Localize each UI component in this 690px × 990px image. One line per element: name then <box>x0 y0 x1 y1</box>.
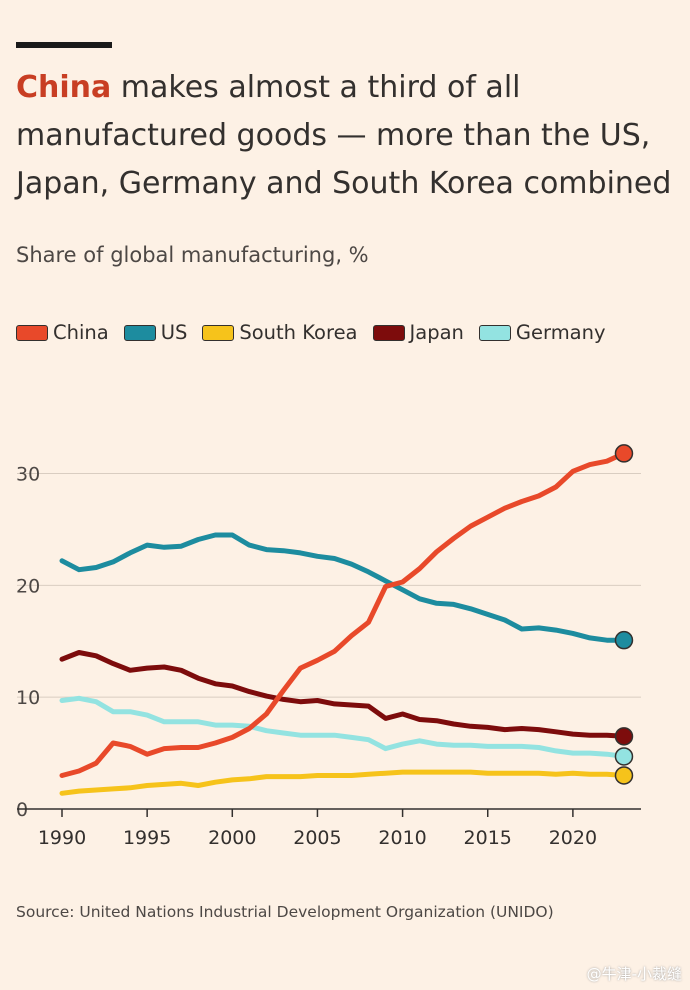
chart-legend: China US South Korea Japan Germany <box>16 321 621 344</box>
x-tick-label: 1995 <box>123 827 171 849</box>
x-tick-label: 2000 <box>208 827 256 849</box>
title-highlight: China <box>16 70 112 105</box>
end-marker-us <box>614 630 634 650</box>
series-line-japan <box>59 650 627 739</box>
y-tick-label: 20 <box>16 575 40 597</box>
chart-subtitle: Share of global manufacturing, % <box>16 243 369 267</box>
title-rest: makes almost a third of all manufactured… <box>16 70 672 201</box>
x-tick-label: 2020 <box>549 827 597 849</box>
x-tick-label: 1990 <box>38 827 86 849</box>
top-accent-bar <box>16 42 112 48</box>
x-tick-label: 2005 <box>293 827 341 849</box>
x-tick-label: 2015 <box>464 827 512 849</box>
legend-label: China <box>53 321 109 344</box>
x-tick-label: 2010 <box>378 827 426 849</box>
series-line-south-korea <box>59 769 627 796</box>
end-marker-china <box>614 444 634 463</box>
y-tick-label: 10 <box>16 687 40 709</box>
legend-label: Germany <box>515 321 606 344</box>
end-marker-south-korea <box>614 766 634 785</box>
legend-item-china: China <box>16 321 109 344</box>
end-marker-germany <box>614 747 634 766</box>
series-line-us <box>59 532 627 643</box>
series-line-china <box>59 450 627 778</box>
legend-label: US <box>160 321 188 344</box>
legend-swatch <box>123 324 156 341</box>
legend-swatch <box>202 324 235 341</box>
legend-label: Japan <box>409 321 464 344</box>
end-marker-japan <box>614 727 634 746</box>
legend-swatch <box>478 324 511 341</box>
legend-swatch <box>372 324 405 341</box>
y-tick-label: 0 <box>16 799 28 821</box>
y-tick-label: 30 <box>16 464 40 486</box>
legend-item-south-korea: South Korea <box>202 321 358 344</box>
legend-item-germany: Germany <box>478 321 606 344</box>
legend-item-us: US <box>123 321 188 344</box>
watermark: @牛津-小裁缝 <box>586 965 682 983</box>
legend-label: South Korea <box>239 321 358 344</box>
legend-swatch <box>16 324 48 341</box>
legend-item-japan: Japan <box>372 321 464 344</box>
series-line-germany <box>59 695 627 759</box>
line-chart: 0 10 20 30 1990 1995 2000 2005 2010 2015 2020 <box>16 444 641 849</box>
chart-title: China makes almost a third of all manufa… <box>16 64 676 208</box>
source-note: Source: United Nations Industrial Develo… <box>16 903 554 921</box>
